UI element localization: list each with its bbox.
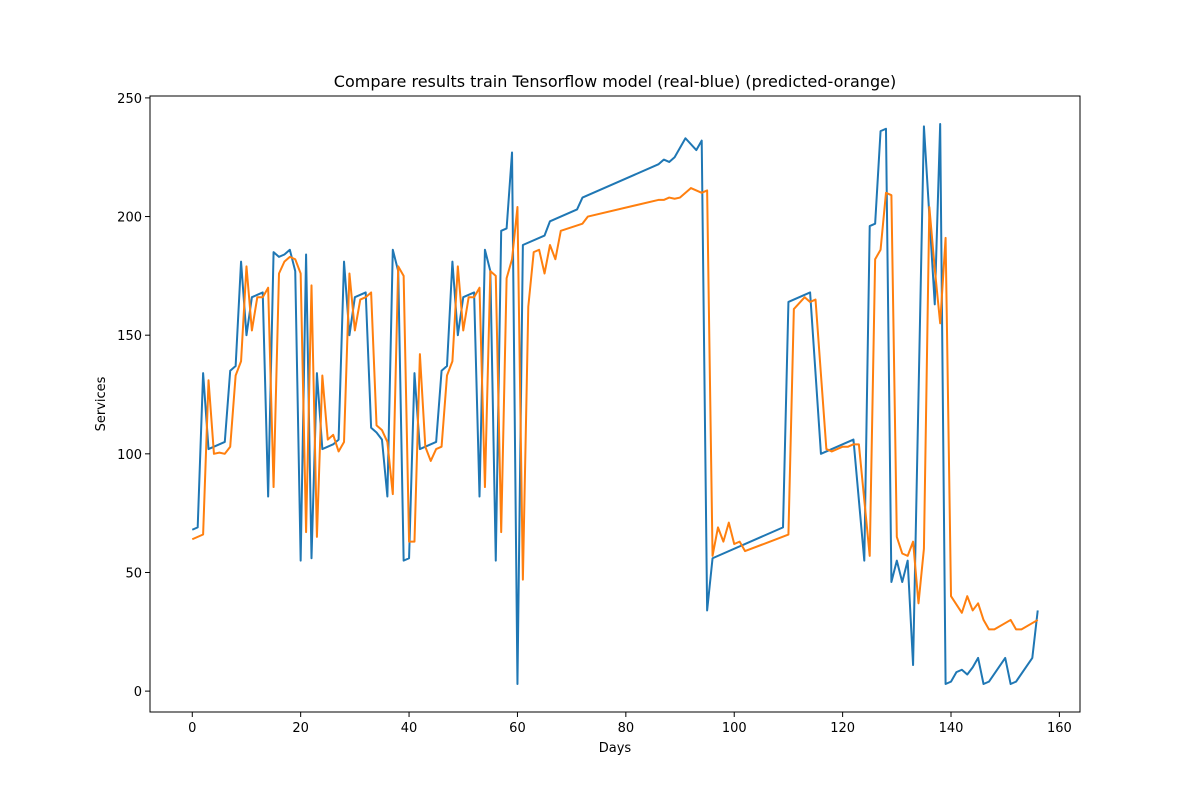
x-tick-label: 40 — [401, 721, 418, 736]
data-line — [191, 123, 1039, 685]
x-tick-label: 120 — [830, 721, 855, 736]
plot-frame — [149, 95, 1081, 713]
data-line — [191, 187, 1039, 631]
y-tick-label: 200 — [117, 211, 142, 226]
x-tick-label: 80 — [618, 721, 635, 736]
x-tick-label: 100 — [722, 721, 747, 736]
x-axis-label: Days — [599, 741, 632, 756]
x-tick-label: 0 — [188, 721, 196, 736]
y-tick-label: 150 — [117, 329, 142, 344]
x-tick-label: 60 — [509, 721, 526, 736]
y-tick-label: 100 — [117, 448, 142, 463]
y-tick-label: 250 — [117, 92, 142, 107]
chart-title: Compare results train Tensorflow model (… — [334, 72, 896, 91]
x-tick-label: 140 — [939, 721, 964, 736]
y-tick-label: 0 — [134, 685, 142, 700]
y-axis-label: Services — [94, 376, 109, 431]
x-tick-label: 20 — [292, 721, 309, 736]
x-tick-label: 160 — [1047, 721, 1072, 736]
y-tick-label: 50 — [125, 566, 142, 581]
